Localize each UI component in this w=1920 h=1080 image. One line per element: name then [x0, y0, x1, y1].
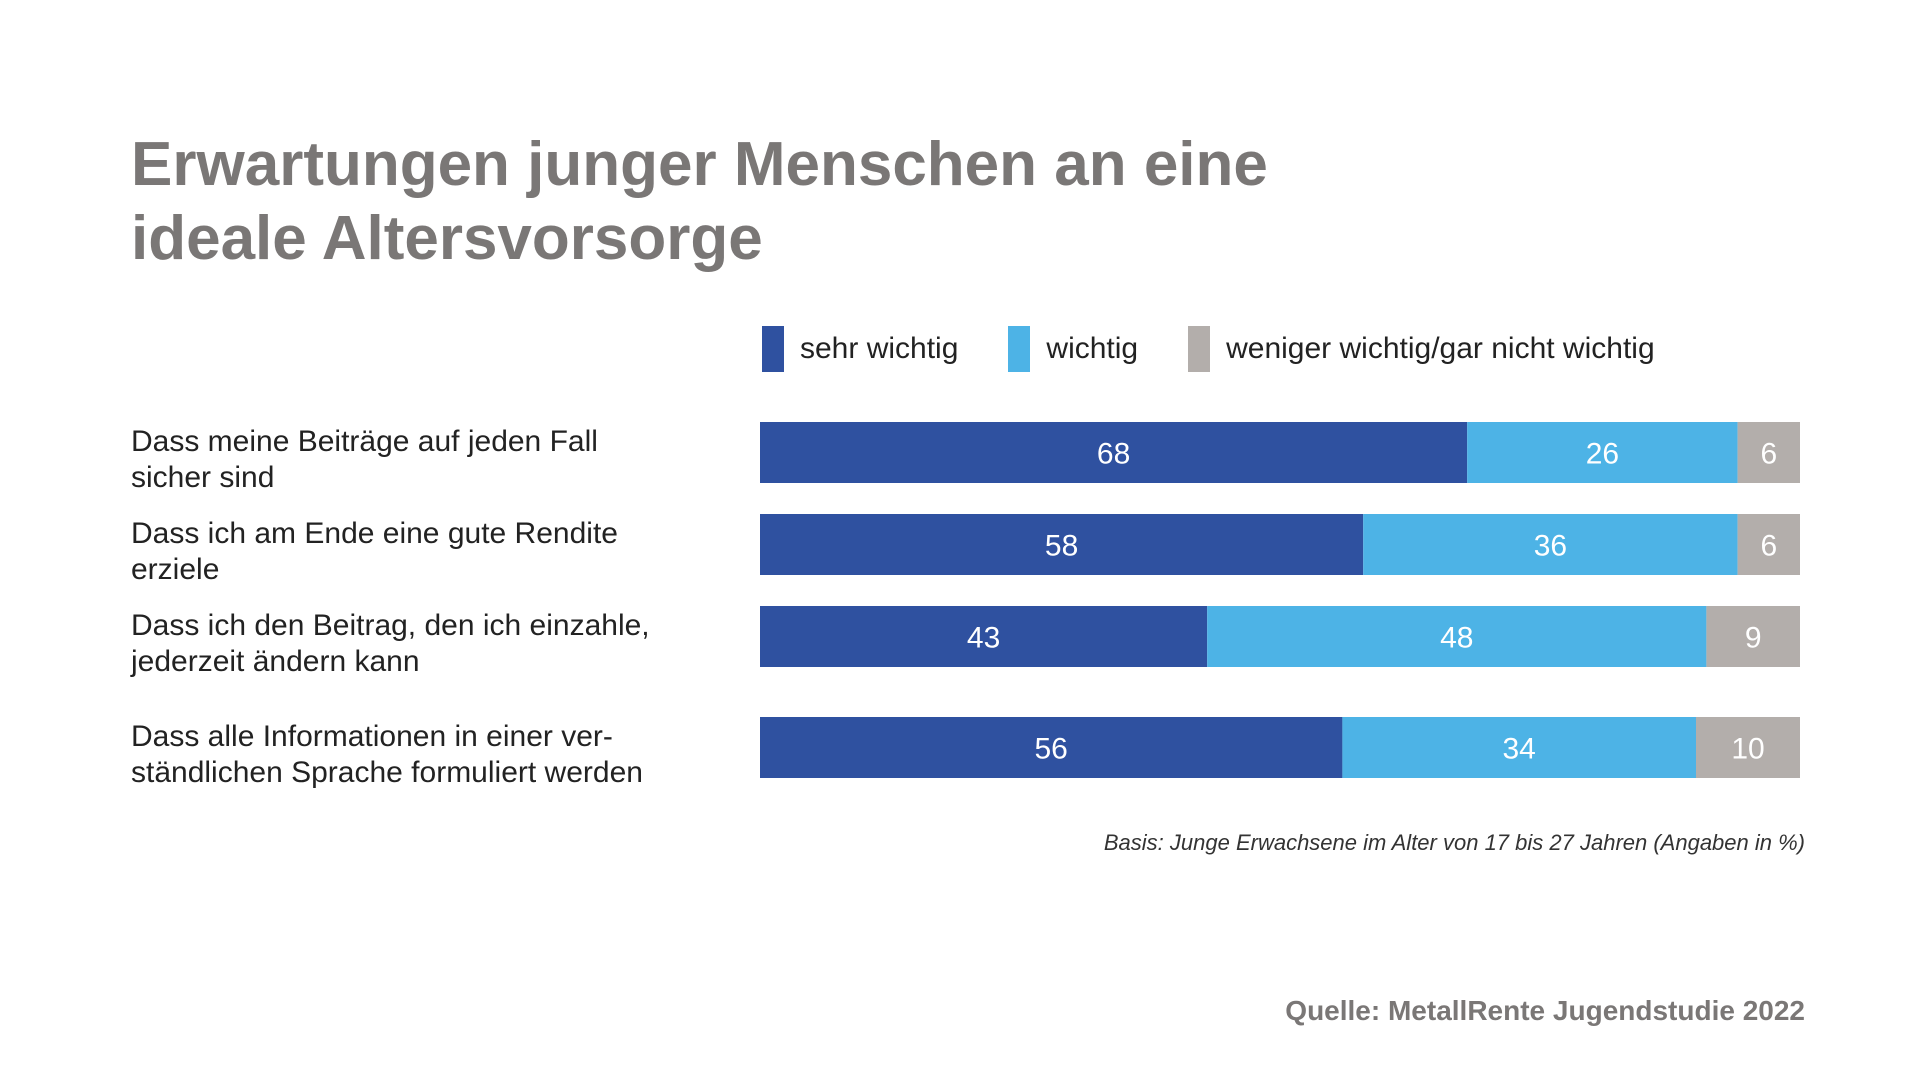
category-label-4: Dass alle Informationen in einer ver- st…: [131, 719, 751, 791]
legend-label-sehr-wichtig: sehr wichtig: [800, 332, 959, 365]
bar-row-2: 58 36 6: [760, 514, 1800, 575]
category-label-2-line-1: Dass ich am Ende eine gute Rendite: [131, 517, 618, 550]
chart-legend: sehr wichtig wichtig weniger wichtig/gar…: [762, 326, 1705, 372]
data-label-wichtig-1: 26: [1586, 438, 1619, 471]
data-label-sehr-wichtig-4: 56: [1035, 733, 1068, 766]
bar-weniger-wichtig-3: [1706, 606, 1800, 667]
page-title-line-1: Erwartungen junger Menschen an eine: [131, 130, 1268, 199]
data-label-sehr-wichtig-2: 58: [1045, 530, 1078, 563]
category-label-1: Dass meine Beiträge auf jeden Fall siche…: [131, 424, 751, 496]
category-label-3: Dass ich den Beitrag, den ich einzahle, …: [131, 608, 751, 680]
data-label-weniger-wichtig-2: 6: [1760, 530, 1777, 563]
category-label-2: Dass ich am Ende eine gute Rendite erzie…: [131, 516, 751, 588]
legend-swatch-sehr-wichtig: [762, 326, 784, 372]
bar-row-4: 56 34 10: [760, 717, 1800, 778]
bar-wichtig-2: [1363, 514, 1738, 575]
page-title: Erwartungen junger Menschen an eine idea…: [131, 128, 1631, 276]
category-label-4-line-1: Dass alle Informationen in einer ver-: [131, 720, 613, 753]
bar-sehr-wichtig-4: [760, 717, 1343, 778]
legend-item-weniger-wichtig: weniger wichtig/gar nicht wichtig: [1188, 326, 1655, 372]
basis-note: Basis: Junge Erwachsene im Alter von 17 …: [1103, 830, 1805, 855]
legend-item-sehr-wichtig: sehr wichtig: [762, 326, 958, 372]
source-note: Quelle: MetallRente Jugendstudie 2022: [1285, 995, 1805, 1026]
bar-weniger-wichtig-1: [1737, 422, 1800, 483]
category-label-3-line-2: jederzeit ändern kann: [131, 645, 420, 678]
page-title-line-2: ideale Altersvorsorge: [131, 204, 763, 273]
category-label-3-line-1: Dass ich den Beitrag, den ich einzahle,: [131, 609, 650, 642]
data-label-weniger-wichtig-4: 10: [1731, 733, 1764, 766]
category-label-1-line-1: Dass meine Beiträge auf jeden Fall: [131, 425, 598, 458]
legend-label-weniger-wichtig: weniger wichtig/gar nicht wichtig: [1226, 332, 1655, 365]
data-label-weniger-wichtig-3: 9: [1745, 622, 1762, 655]
legend-swatch-weniger-wichtig: [1188, 326, 1211, 372]
legend-swatch-wichtig: [1008, 326, 1031, 372]
category-label-4-line-2: ständlichen Sprache formuliert werden: [131, 756, 643, 789]
bar-weniger-wichtig-4: [1696, 717, 1800, 778]
data-label-sehr-wichtig-3: 43: [967, 622, 1000, 655]
bar-row-1: 68 26 6: [760, 422, 1800, 483]
legend-item-wichtig: wichtig: [1008, 326, 1138, 372]
data-label-wichtig-2: 36: [1534, 530, 1567, 563]
bar-sehr-wichtig-2: [760, 514, 1364, 575]
data-label-sehr-wichtig-1: 68: [1097, 438, 1130, 471]
data-label-weniger-wichtig-1: 6: [1760, 438, 1777, 471]
bar-wichtig-1: [1467, 422, 1738, 483]
bar-row-3: 43 48 9: [760, 606, 1800, 667]
data-label-wichtig-3: 48: [1440, 622, 1473, 655]
legend-label-wichtig: wichtig: [1046, 332, 1139, 365]
bar-wichtig-4: [1342, 717, 1696, 778]
bar-weniger-wichtig-2: [1737, 514, 1800, 575]
category-label-2-line-2: erziele: [131, 553, 220, 586]
bar-sehr-wichtig-1: [760, 422, 1468, 483]
category-label-1-line-2: sicher sind: [131, 461, 275, 494]
data-label-wichtig-4: 34: [1503, 733, 1536, 766]
bar-wichtig-3: [1207, 606, 1707, 667]
bar-sehr-wichtig-3: [760, 606, 1208, 667]
